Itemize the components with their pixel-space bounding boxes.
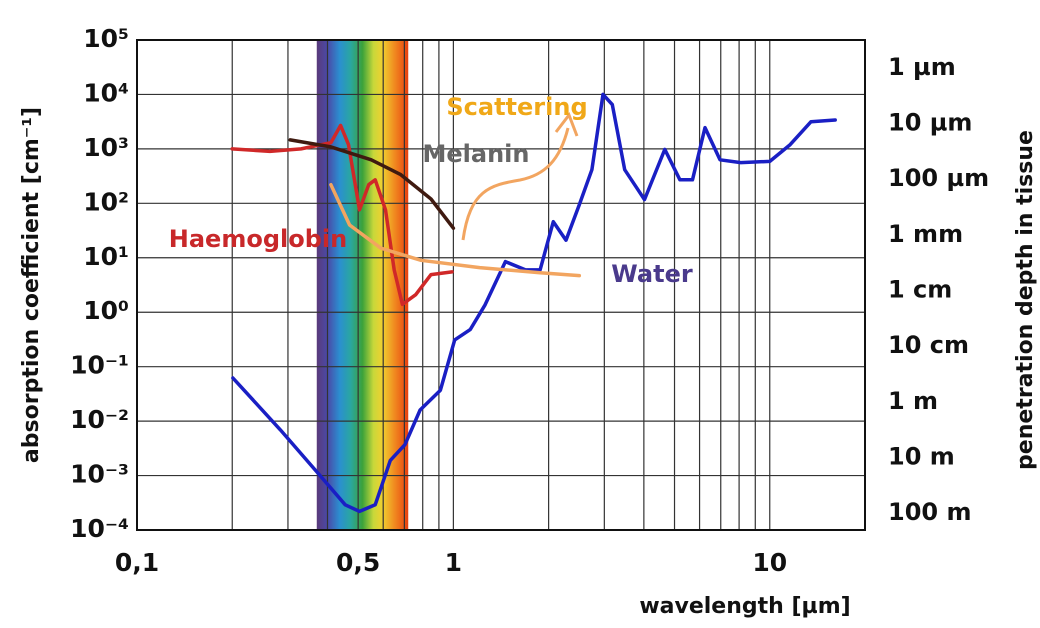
y2-tick-label: 1 cm — [888, 276, 952, 304]
x-tick-label: 1 — [445, 548, 462, 577]
y2-tick-label: 10 m — [888, 443, 955, 471]
series-label: Scattering — [446, 93, 587, 121]
y-tick-label: 10⁴ — [83, 78, 129, 107]
plot-frame — [136, 39, 866, 531]
series-label: Water — [611, 260, 693, 288]
y2-tick-label: 1 mm — [888, 220, 963, 248]
series-label: Haemoglobin — [169, 225, 347, 253]
y-tick-label: 10⁵ — [83, 24, 129, 53]
y-tick-label: 10³ — [83, 133, 129, 162]
series-line — [288, 138, 456, 230]
y-tick-label: 10⁻³ — [70, 460, 129, 489]
series-label: Melanin — [423, 140, 530, 168]
y-tick-label: 10⁻² — [70, 405, 129, 434]
x-tick-label: 0,1 — [115, 548, 159, 577]
visible-spectrum — [316, 40, 409, 530]
y2-tick-label: 100 m — [888, 498, 971, 526]
x-tick-label: 0,5 — [336, 548, 380, 577]
series-line — [230, 123, 454, 307]
series-line — [329, 182, 582, 278]
x-tick-label: 10 — [752, 548, 787, 577]
y2-axis-title: penetration depth in tissue — [1013, 130, 1038, 470]
y-axis-title: absorption coefficient [cm⁻¹] — [19, 107, 44, 463]
series-line — [231, 92, 837, 514]
y-tick-label: 10⁻¹ — [70, 351, 129, 380]
y2-tick-label: 1 m — [888, 387, 938, 415]
y-tick-label: 10⁻⁴ — [70, 514, 129, 543]
y2-tick-label: 1 µm — [888, 53, 956, 81]
y2-tick-label: 100 µm — [888, 164, 989, 192]
y2-tick-label: 10 µm — [888, 109, 972, 137]
y-tick-label: 10⁰ — [83, 296, 129, 325]
x-axis-title: wavelength [µm] — [639, 594, 850, 619]
y2-tick-label: 10 cm — [888, 331, 969, 359]
scattering-arrow — [461, 127, 570, 241]
y-tick-label: 10¹ — [83, 242, 129, 271]
y-tick-label: 10² — [83, 187, 129, 216]
scattering-arrow-head — [554, 111, 579, 137]
